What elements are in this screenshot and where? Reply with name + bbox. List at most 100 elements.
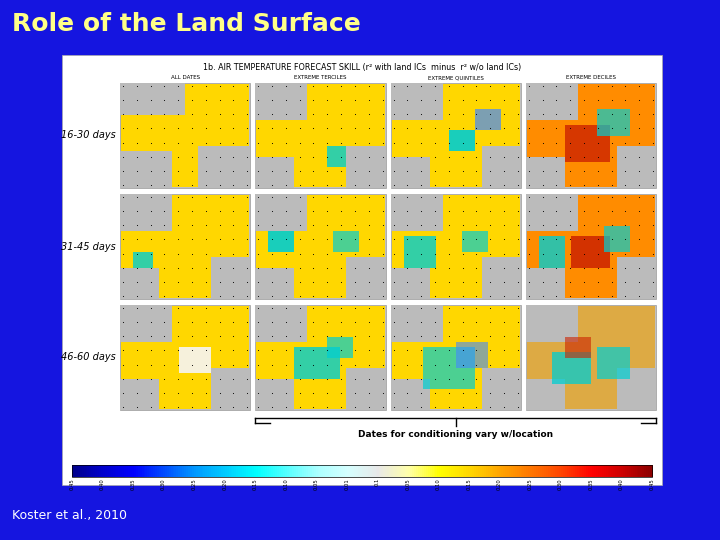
Point (241, 124, 253, 133)
Point (443, 389, 454, 397)
Point (253, 181, 264, 190)
Bar (269, 231, 294, 252)
Point (429, 403, 441, 411)
Point (307, 389, 319, 397)
Point (523, 278, 534, 286)
Point (253, 221, 264, 230)
Bar (277, 465, 279, 477)
Bar (121, 84, 249, 187)
Point (214, 278, 225, 286)
Bar (464, 465, 467, 477)
Bar (120, 465, 123, 477)
Point (322, 96, 333, 104)
Point (145, 181, 156, 190)
Point (471, 181, 482, 190)
Point (349, 235, 361, 244)
Point (186, 264, 198, 272)
Point (456, 346, 468, 355)
Point (294, 124, 305, 133)
Point (498, 181, 510, 190)
Point (200, 235, 212, 244)
Bar (364, 465, 366, 477)
Point (512, 181, 523, 190)
Point (512, 292, 523, 300)
Bar (348, 465, 351, 477)
Point (415, 96, 427, 104)
Bar (256, 305, 385, 410)
Point (634, 124, 645, 133)
Bar (526, 465, 528, 477)
Point (214, 221, 225, 230)
Point (214, 374, 225, 383)
Point (349, 374, 361, 383)
Point (200, 138, 212, 147)
Point (363, 96, 374, 104)
Point (363, 235, 374, 244)
Bar (205, 465, 208, 477)
Point (606, 181, 617, 190)
Point (280, 264, 292, 272)
Text: 0.40: 0.40 (100, 478, 105, 490)
Bar (526, 305, 578, 342)
Point (620, 166, 631, 175)
Bar (300, 465, 302, 477)
Text: Dates for conditioning vary w/location: Dates for conditioning vary w/location (358, 430, 553, 439)
Point (485, 138, 496, 147)
Bar (248, 465, 251, 477)
Bar (515, 465, 517, 477)
Point (294, 264, 305, 272)
Point (634, 235, 645, 244)
Point (388, 389, 400, 397)
Point (415, 207, 427, 215)
Point (429, 193, 441, 201)
Point (485, 193, 496, 201)
Point (606, 249, 617, 258)
Point (131, 166, 143, 175)
Bar (233, 465, 235, 477)
Point (415, 221, 427, 230)
Bar (528, 465, 531, 477)
Point (228, 292, 239, 300)
Point (173, 374, 184, 383)
Bar (586, 465, 589, 477)
Point (471, 96, 482, 104)
Point (592, 181, 603, 190)
Point (485, 166, 496, 175)
Point (349, 318, 361, 327)
Point (241, 96, 253, 104)
Point (214, 124, 225, 133)
Point (402, 292, 413, 300)
Point (307, 249, 319, 258)
Bar (472, 465, 474, 477)
Point (551, 207, 562, 215)
Point (443, 82, 454, 90)
Point (388, 124, 400, 133)
Point (429, 110, 441, 119)
Point (551, 181, 562, 190)
Bar (161, 465, 163, 477)
Bar (259, 465, 262, 477)
Point (485, 235, 496, 244)
Point (145, 264, 156, 272)
Point (388, 221, 400, 230)
Point (253, 166, 264, 175)
Point (523, 249, 534, 258)
Point (551, 166, 562, 175)
Point (620, 264, 631, 272)
Point (200, 264, 212, 272)
Point (173, 181, 184, 190)
Point (443, 235, 454, 244)
Point (322, 303, 333, 312)
Point (578, 96, 590, 104)
Point (145, 403, 156, 411)
Point (200, 166, 212, 175)
Point (429, 278, 441, 286)
Bar (625, 465, 627, 477)
Point (117, 110, 129, 119)
Point (173, 152, 184, 161)
Point (349, 96, 361, 104)
Bar (153, 465, 156, 477)
Point (294, 278, 305, 286)
Point (200, 346, 212, 355)
Bar (517, 465, 519, 477)
